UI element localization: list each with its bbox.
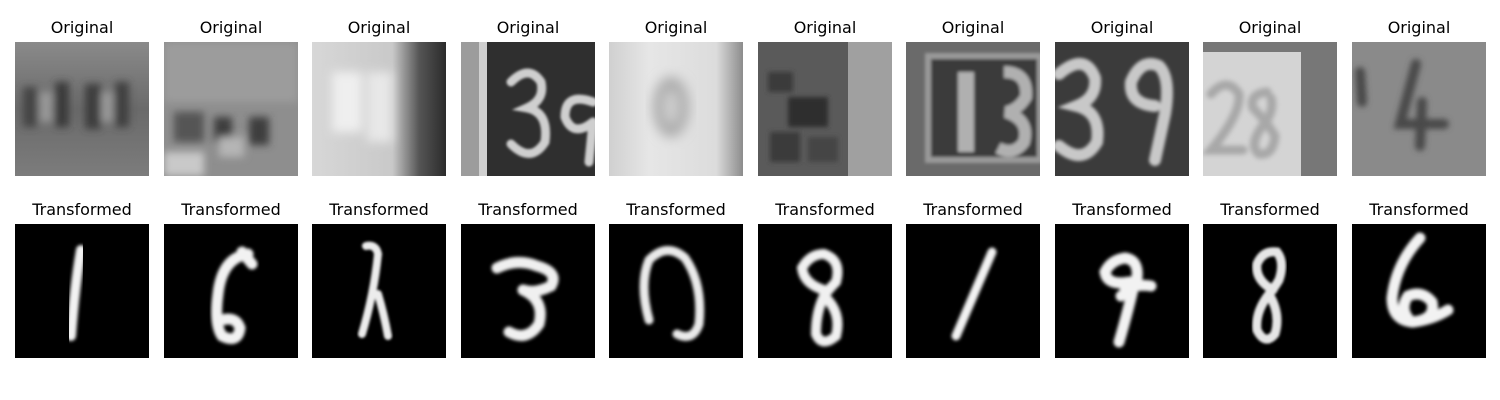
transformed-title-5: Transformed <box>626 200 726 219</box>
original-image-4 <box>461 42 595 176</box>
transformed-title-9: Transformed <box>1220 200 1320 219</box>
transformed-title-6: Transformed <box>775 200 875 219</box>
transformed-title-10: Transformed <box>1369 200 1469 219</box>
original-image-6 <box>758 42 892 176</box>
transformed-title-4: Transformed <box>478 200 578 219</box>
original-title-6: Original <box>793 18 857 37</box>
original-image-5 <box>609 42 743 176</box>
original-image-1 <box>15 42 149 176</box>
original-title-7: Original <box>941 18 1005 37</box>
transformed-title-8: Transformed <box>1072 200 1172 219</box>
transformed-image-1 <box>15 224 149 358</box>
original-title-1: Original <box>50 18 114 37</box>
transformed-image-9 <box>1203 224 1337 358</box>
original-image-7 <box>906 42 1040 176</box>
original-image-10 <box>1352 42 1486 176</box>
original-image-9 <box>1203 42 1337 176</box>
original-title-4: Original <box>496 18 560 37</box>
transformed-title-1: Transformed <box>32 200 132 219</box>
original-title-8: Original <box>1090 18 1154 37</box>
original-image-3 <box>312 42 446 176</box>
transformed-image-2 <box>164 224 298 358</box>
transformed-title-3: Transformed <box>329 200 429 219</box>
original-title-10: Original <box>1387 18 1451 37</box>
transformed-image-10 <box>1352 224 1486 358</box>
transformed-image-3 <box>312 224 446 358</box>
original-title-9: Original <box>1238 18 1302 37</box>
original-image-8 <box>1055 42 1189 176</box>
transformed-image-6 <box>758 224 892 358</box>
transformed-title-7: Transformed <box>923 200 1023 219</box>
transformed-image-7 <box>906 224 1040 358</box>
original-title-5: Original <box>644 18 708 37</box>
original-title-3: Original <box>347 18 411 37</box>
transformed-image-4 <box>461 224 595 358</box>
original-image-2 <box>164 42 298 176</box>
transformed-title-2: Transformed <box>181 200 281 219</box>
original-title-2: Original <box>199 18 263 37</box>
transformed-image-8 <box>1055 224 1189 358</box>
transformed-image-5 <box>609 224 743 358</box>
